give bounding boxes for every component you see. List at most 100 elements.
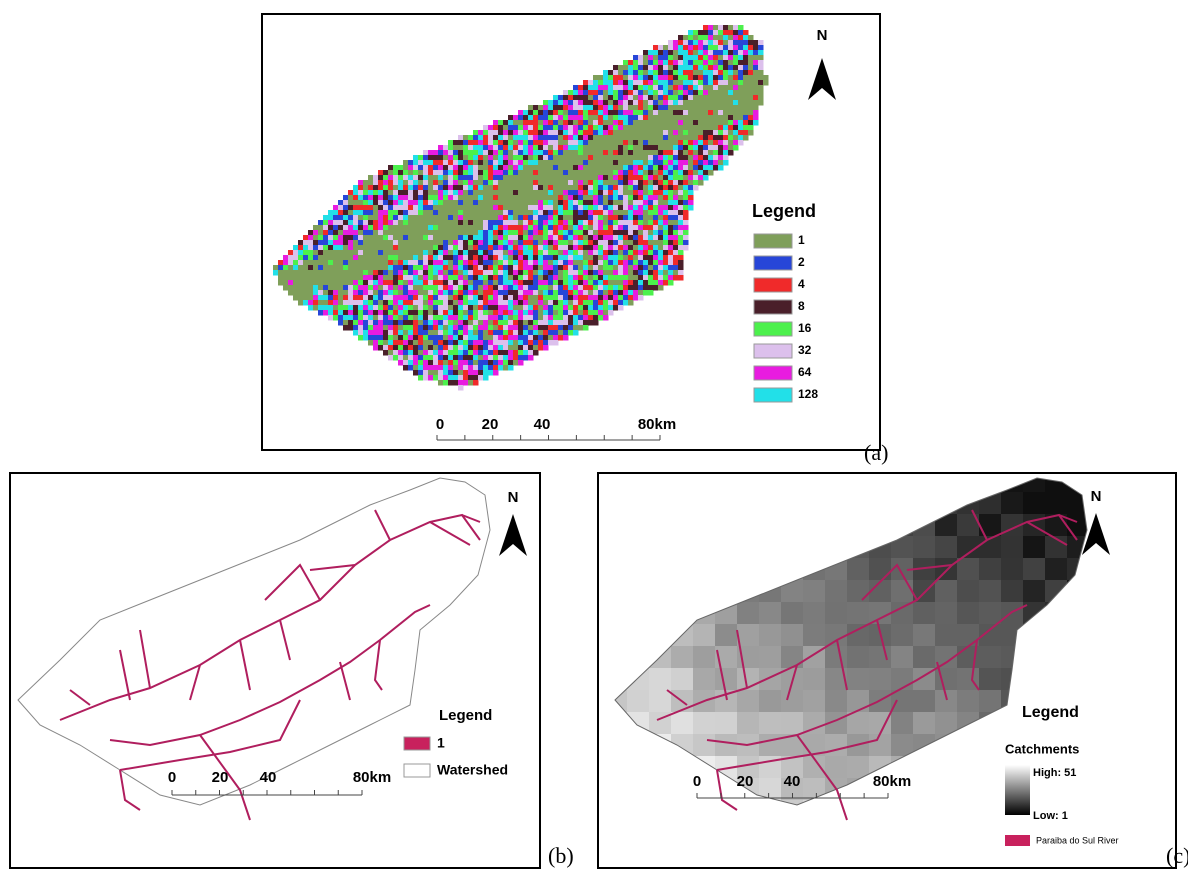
raster-cell xyxy=(518,260,524,266)
raster-cell xyxy=(338,315,344,321)
catchment-cell xyxy=(891,580,914,603)
raster-cell xyxy=(503,265,509,271)
raster-cell xyxy=(608,185,614,191)
raster-cell xyxy=(488,275,494,281)
catchment-cell xyxy=(847,580,870,603)
raster-cell xyxy=(413,300,419,306)
catchment-cell xyxy=(913,712,936,735)
raster-cell xyxy=(548,305,554,311)
raster-cell xyxy=(578,130,584,136)
raster-cell xyxy=(603,220,609,226)
raster-cell xyxy=(518,220,524,226)
raster-cell xyxy=(478,165,484,171)
raster-cell xyxy=(443,155,449,161)
raster-cell xyxy=(373,215,379,221)
raster-cell xyxy=(413,295,419,301)
raster-cell xyxy=(453,160,459,166)
raster-cell xyxy=(603,120,609,126)
raster-cell xyxy=(608,160,614,166)
raster-cell xyxy=(673,225,679,231)
raster-cell xyxy=(583,150,589,156)
raster-cell xyxy=(733,75,739,81)
raster-cell xyxy=(433,225,439,231)
raster-cell xyxy=(593,280,599,286)
raster-cell xyxy=(598,110,604,116)
raster-cell xyxy=(653,85,659,91)
raster-cell xyxy=(593,200,599,206)
raster-cell xyxy=(513,135,519,141)
raster-cell xyxy=(688,90,694,96)
raster-cell xyxy=(608,310,614,316)
raster-cell xyxy=(643,50,649,56)
raster-cell xyxy=(398,220,404,226)
raster-cell xyxy=(538,125,544,131)
raster-cell xyxy=(463,325,469,331)
raster-cell xyxy=(688,175,694,181)
raster-cell xyxy=(623,155,629,161)
raster-cell xyxy=(558,295,564,301)
catchment-cell xyxy=(649,492,672,515)
raster-cell xyxy=(388,215,394,221)
raster-cell xyxy=(458,170,464,176)
raster-cell xyxy=(723,30,729,36)
raster-cell xyxy=(398,165,404,171)
raster-cell xyxy=(318,245,324,251)
raster-cell xyxy=(453,180,459,186)
raster-cell xyxy=(538,315,544,321)
raster-cell xyxy=(663,245,669,251)
raster-cell xyxy=(728,95,734,101)
raster-cell xyxy=(678,200,684,206)
raster-cell xyxy=(538,230,544,236)
catchment-cell xyxy=(649,756,672,779)
raster-cell xyxy=(623,175,629,181)
raster-cell xyxy=(488,175,494,181)
raster-cell xyxy=(408,295,414,301)
raster-cell xyxy=(593,195,599,201)
raster-cell xyxy=(633,135,639,141)
raster-cell xyxy=(343,295,349,301)
raster-cell xyxy=(548,290,554,296)
raster-cell xyxy=(363,315,369,321)
raster-cell xyxy=(703,145,709,151)
raster-cell xyxy=(508,220,514,226)
catchment-cell xyxy=(759,690,782,713)
raster-cell xyxy=(463,315,469,321)
raster-cell xyxy=(348,275,354,281)
raster-cell xyxy=(473,265,479,271)
catchment-cell xyxy=(825,514,848,537)
catchment-cell xyxy=(693,712,716,735)
raster-cell xyxy=(548,190,554,196)
raster-cell xyxy=(708,100,714,106)
raster-cell xyxy=(538,130,544,136)
raster-cell xyxy=(498,265,504,271)
raster-cell xyxy=(518,340,524,346)
raster-cell xyxy=(398,330,404,336)
raster-cell xyxy=(403,310,409,316)
raster-cell xyxy=(368,220,374,226)
raster-cell xyxy=(623,205,629,211)
raster-cell xyxy=(523,230,529,236)
raster-cell xyxy=(373,255,379,261)
raster-cell xyxy=(438,315,444,321)
raster-cell xyxy=(418,230,424,236)
raster-cell xyxy=(593,155,599,161)
raster-cell xyxy=(593,90,599,96)
raster-cell xyxy=(653,180,659,186)
raster-cell xyxy=(523,310,529,316)
raster-cell xyxy=(408,325,414,331)
raster-cell xyxy=(588,105,594,111)
raster-cell xyxy=(438,255,444,261)
raster-cell xyxy=(558,245,564,251)
raster-cell xyxy=(668,225,674,231)
raster-cell xyxy=(493,260,499,266)
raster-cell xyxy=(498,295,504,301)
raster-cell xyxy=(588,195,594,201)
raster-cell xyxy=(433,265,439,271)
raster-cell xyxy=(643,160,649,166)
raster-cell xyxy=(588,215,594,221)
raster-cell xyxy=(693,60,699,66)
raster-cell xyxy=(568,220,574,226)
raster-cell xyxy=(623,230,629,236)
raster-cell xyxy=(543,135,549,141)
raster-cell xyxy=(623,135,629,141)
